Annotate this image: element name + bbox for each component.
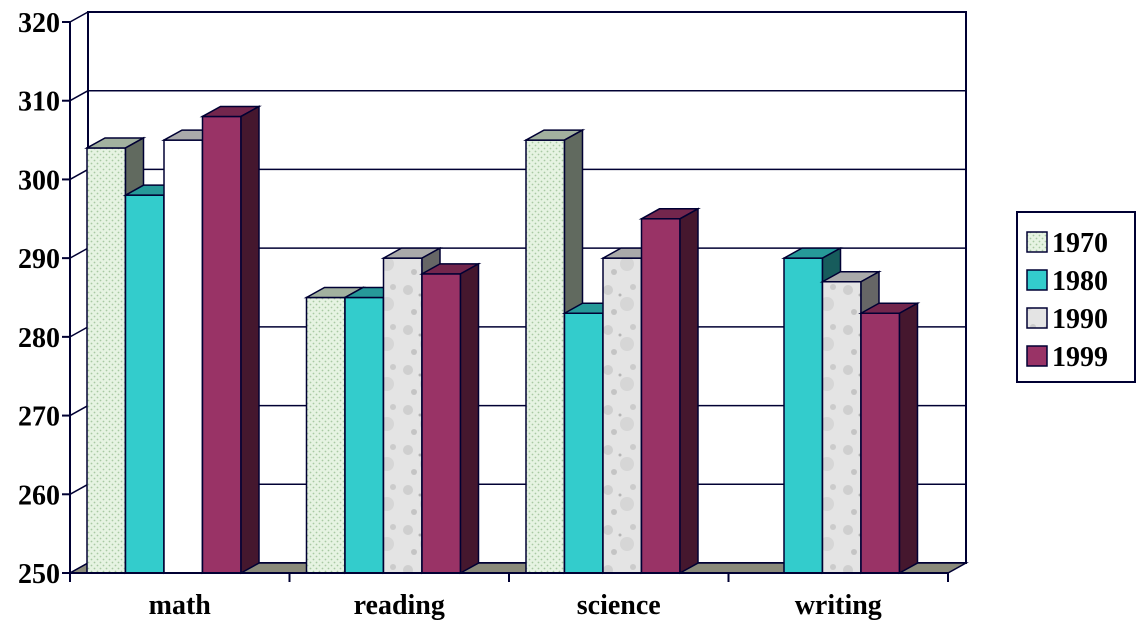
bar-front: [124, 194, 165, 574]
bars: [84, 105, 921, 575]
bar-science-1999: [638, 207, 701, 575]
legend-swatch-1970: [1026, 231, 1048, 253]
legend: 1970 1980 1990 1999: [1016, 211, 1136, 383]
x-category-label: science: [577, 590, 661, 621]
y-tick-label: 270: [18, 402, 60, 433]
bar-side: [898, 301, 919, 575]
x-category-label: writing: [795, 590, 882, 621]
gridline-side: [69, 247, 89, 259]
y-tick-label: 260: [18, 480, 60, 511]
legend-swatch-1980: [1026, 269, 1048, 291]
legend-label-1990: 1990: [1052, 304, 1108, 335]
bar-front: [305, 296, 346, 574]
y-tick-label: 310: [18, 87, 60, 118]
bar-front: [602, 257, 643, 574]
bar-front: [783, 257, 824, 574]
y-tick-label: 250: [18, 559, 60, 590]
bar-front: [563, 312, 604, 574]
bar-front: [163, 139, 204, 574]
bar-side: [240, 105, 260, 575]
bar-reading-1999: [419, 262, 482, 575]
gridline-side: [69, 326, 89, 338]
bar-side: [679, 207, 699, 575]
legend-swatch-1999: [1026, 345, 1048, 367]
bar-front: [525, 139, 566, 574]
legend-swatch-1990: [1026, 307, 1048, 329]
gridline-side: [69, 483, 89, 495]
y-tick-label: 280: [18, 323, 60, 354]
bar-side: [459, 262, 480, 575]
bar-front: [382, 257, 423, 574]
bar-front: [344, 296, 385, 574]
bar-math-1999: [199, 105, 262, 575]
axes: 250 260 270 280 290 300 310 320 math reading scien…: [18, 8, 949, 621]
bar-front: [821, 281, 862, 574]
x-category-label: math: [149, 590, 212, 621]
gridline-side: [69, 168, 89, 181]
bar-writing-1999: [858, 301, 921, 575]
y-tick-label: 300: [18, 165, 60, 196]
y-tick-label: 290: [18, 244, 60, 275]
bar-front: [201, 115, 242, 574]
legend-label-1970: 1970: [1052, 228, 1108, 259]
bar-front: [421, 273, 462, 574]
gridline-side: [69, 11, 89, 23]
y-tick-label: 320: [18, 8, 60, 39]
bar-front: [860, 312, 901, 574]
bar-front: [640, 218, 681, 574]
x-category-label: reading: [354, 590, 445, 621]
legend-label-1999: 1999: [1052, 342, 1108, 373]
legend-label-1980: 1980: [1052, 266, 1108, 297]
gridline-side: [69, 90, 89, 102]
bar-front: [86, 147, 127, 574]
gridline-side: [69, 404, 89, 417]
